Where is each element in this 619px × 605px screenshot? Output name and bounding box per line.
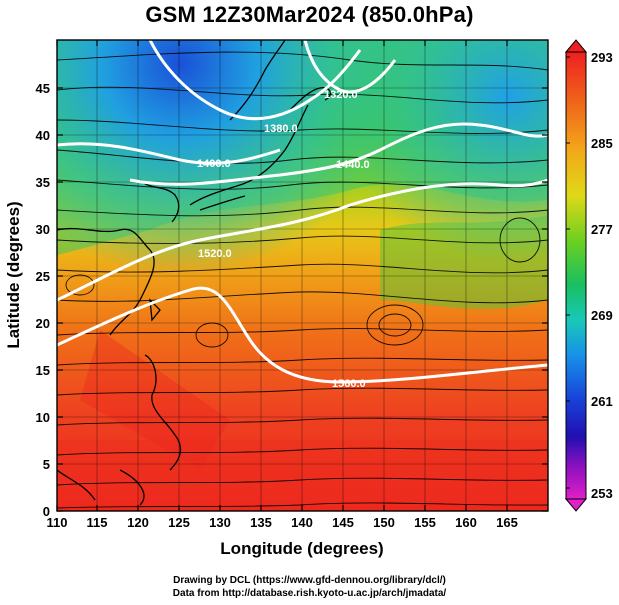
colorbar-label: 269 bbox=[591, 308, 613, 323]
credit-line-dcl: Drawing by DCL (https://www.gfd-dennou.o… bbox=[173, 575, 446, 586]
x-tick-label: 125 bbox=[168, 515, 190, 530]
x-tick-label: 140 bbox=[291, 515, 313, 530]
contour-label: 1380.0 bbox=[264, 123, 298, 135]
x-tick-label: 145 bbox=[332, 515, 354, 530]
x-tick-label: 135 bbox=[250, 515, 272, 530]
colorbar-bottom-arrow bbox=[564, 498, 588, 512]
y-tick-label: 5 bbox=[43, 457, 50, 472]
contour-1560 bbox=[57, 286, 548, 384]
contour-1320 bbox=[303, 40, 397, 94]
contour-label: 1560.0 bbox=[332, 378, 366, 390]
temperature-field bbox=[57, 40, 548, 511]
contour-label: 1440.0 bbox=[336, 159, 370, 171]
y-tick-label: 20 bbox=[36, 316, 50, 331]
x-tick-label: 155 bbox=[414, 515, 436, 530]
x-tick-label: 165 bbox=[496, 515, 518, 530]
colorbar-label: 261 bbox=[591, 394, 613, 409]
x-axis-label: Longitude (degrees) bbox=[220, 539, 383, 558]
x-tick-label: 120 bbox=[127, 515, 149, 530]
x-axis-ticks: 110 115 120 125 130 135 140 145 150 155 … bbox=[47, 515, 518, 530]
y-tick-label: 0 bbox=[43, 504, 50, 519]
contour-1380 bbox=[148, 40, 362, 121]
contour-1440 bbox=[129, 122, 548, 186]
colorbar-label: 285 bbox=[591, 136, 613, 151]
contour-label: 1400.0 bbox=[197, 158, 231, 170]
credit-line-data: Data from http://database.rish.kyoto-u.a… bbox=[172, 588, 447, 599]
y-tick-label: 15 bbox=[36, 363, 50, 378]
credits: Drawing by DCL (https://www.gfd-dennou.o… bbox=[0, 574, 619, 600]
y-tick-label: 35 bbox=[36, 175, 50, 190]
x-tick-label: 115 bbox=[87, 515, 108, 530]
x-tick-label: 160 bbox=[455, 515, 477, 530]
x-tick-label: 110 bbox=[47, 515, 68, 530]
contour-1520 bbox=[57, 178, 548, 302]
y-axis-label: Latitude (degrees) bbox=[4, 201, 23, 348]
y-tick-label: 45 bbox=[36, 81, 50, 96]
y-tick-label: 25 bbox=[36, 269, 50, 284]
contour-1400 bbox=[57, 142, 281, 165]
y-tick-label: 40 bbox=[36, 128, 50, 143]
y-tick-label: 30 bbox=[36, 222, 50, 237]
y-tick-label: 10 bbox=[36, 410, 50, 425]
colorbar-label: 277 bbox=[591, 222, 613, 237]
colorbar-top-arrow bbox=[564, 39, 588, 53]
colorbar: 293 285 277 269 261 253 bbox=[564, 39, 613, 512]
colorbar-label: 253 bbox=[591, 486, 613, 501]
map-title: GSM 12Z30Mar2024 (850.0hPa) bbox=[145, 2, 474, 27]
contour-label: 1520.0 bbox=[198, 248, 232, 260]
colorbar-label: 293 bbox=[591, 50, 613, 65]
contour-label: 1320.0 bbox=[324, 89, 358, 101]
y-axis-ticks: 0 5 10 15 20 25 30 35 40 45 bbox=[36, 81, 50, 519]
colorbar-ramp bbox=[565, 51, 587, 500]
x-tick-label: 150 bbox=[373, 515, 395, 530]
x-tick-label: 130 bbox=[209, 515, 231, 530]
